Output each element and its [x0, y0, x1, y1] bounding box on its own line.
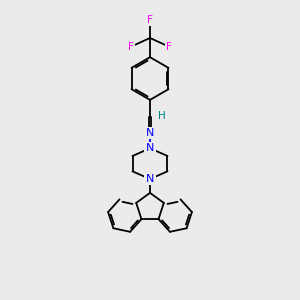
Text: N: N	[146, 128, 154, 138]
Text: F: F	[147, 15, 153, 25]
Text: F: F	[128, 41, 134, 52]
Text: N: N	[146, 143, 154, 153]
Text: N: N	[146, 174, 154, 184]
Text: F: F	[166, 41, 172, 52]
Text: H: H	[158, 111, 166, 121]
